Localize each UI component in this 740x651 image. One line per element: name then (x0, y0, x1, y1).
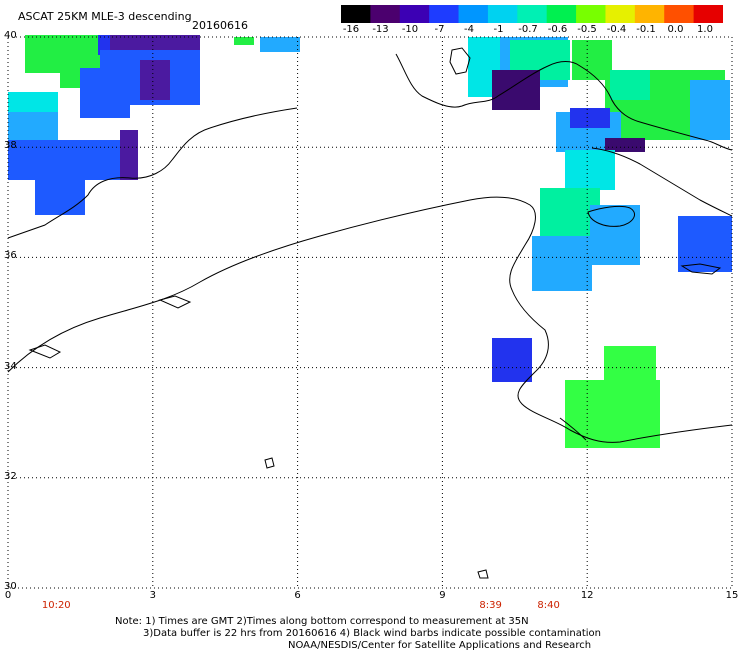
coastline-greece (591, 147, 733, 217)
lat-lon-grid (7, 36, 733, 589)
wind-cell (570, 108, 610, 128)
coastline-libya (559, 417, 587, 441)
island-d (477, 569, 489, 579)
coastline-sardinia (449, 47, 471, 75)
latitude-label: 32 (4, 470, 17, 482)
wind-cell (234, 37, 254, 45)
colorbar-tick-label: -16 (342, 24, 360, 35)
colorbar-segment (693, 5, 723, 23)
colorbar-tick-label: -10 (401, 24, 419, 35)
coastlines (7, 47, 733, 579)
colorbar-tick-label: -0.6 (547, 24, 568, 35)
wind-cell (120, 130, 138, 180)
longitude-label: 0 (4, 590, 12, 601)
island-a (158, 295, 192, 309)
coastline-sicily (587, 205, 635, 227)
colorbar-segment (546, 5, 577, 23)
colorbar-tick-label: -0.1 (636, 24, 656, 35)
coastline-africa-north (7, 196, 733, 443)
wind-cell (35, 170, 85, 215)
wind-cell (604, 346, 656, 386)
island-b (28, 344, 62, 359)
wind-cell (590, 205, 640, 265)
wind-cell (605, 138, 645, 152)
longitude-label: 9 (439, 590, 446, 601)
wind-cell (260, 37, 300, 52)
latitude-label: 30 (4, 581, 17, 592)
time-label: 10:20 (41, 600, 71, 611)
note-line-2: 3)Data buffer is 22 hrs from 20160616 4)… (143, 628, 601, 639)
map-date: 20160616 (192, 19, 248, 32)
colorbar-segment (664, 5, 695, 23)
wind-cell (610, 70, 650, 100)
colorbar-segment (429, 5, 460, 23)
longitude-label: 6 (294, 590, 301, 601)
colorbar-tick-label: -7 (434, 24, 445, 35)
time-label: 8:39 (479, 600, 502, 611)
latitude-label: 36 (4, 250, 17, 262)
colorbar-segment (605, 5, 636, 23)
note-line-1: Note: 1) Times are GMT 2)Times along bot… (115, 616, 529, 627)
colorbar-tick-label: -0.5 (577, 24, 597, 35)
wind-cell (25, 35, 100, 73)
wind-cell (8, 92, 58, 112)
wind-cell (110, 35, 200, 53)
wind-cell (678, 216, 732, 272)
colorbar-segment (341, 5, 371, 23)
wind-cell (690, 80, 730, 140)
latitude-label: 40 (4, 30, 17, 41)
wind-cell (532, 236, 592, 291)
latitude-label: 38 (4, 140, 17, 152)
colorbar-segment (399, 5, 430, 23)
wind-cell (492, 338, 532, 382)
colorbar-tick-label: -4 (464, 24, 474, 35)
longitude-label: 12 (580, 590, 594, 601)
wind-cell (8, 112, 58, 142)
colorbar-segment (634, 5, 665, 23)
coastline-italy (395, 53, 733, 151)
longitude-label: 3 (149, 590, 156, 601)
wind-cell (492, 70, 540, 110)
coastline-europe-north (7, 107, 298, 239)
colorbar (341, 5, 723, 23)
colorbar-tick-label: 1.0 (697, 24, 713, 35)
time-label: 8:40 (537, 600, 560, 611)
colorbar-tick-label: -0.4 (606, 24, 627, 35)
colorbar-tick-label: -0.7 (518, 24, 538, 35)
coastline-crete (680, 263, 722, 275)
latitude-label: 34 (4, 360, 17, 372)
note-line-3: NOAA/NESDIS/Center for Satellite Applica… (288, 640, 592, 651)
colorbar-segment (487, 5, 518, 23)
colorbar-segment (370, 5, 401, 23)
colorbar-segment (517, 5, 548, 23)
wind-cell (80, 68, 130, 118)
island-c (264, 457, 275, 469)
colorbar-tick-label: 0.0 (667, 24, 684, 35)
colorbar-tick-label: -13 (372, 24, 389, 35)
colorbar-segment (576, 5, 606, 23)
wind-cell (140, 60, 170, 100)
wind-cell (565, 150, 615, 190)
wind-data-cells (8, 35, 732, 448)
colorbar-tick-label: -1 (493, 24, 504, 35)
colorbar-segment (458, 5, 489, 23)
longitude-label: 15 (725, 590, 739, 601)
wind-cell (565, 380, 660, 448)
map-title: ASCAT 25KM MLE-3 descending (18, 10, 192, 23)
map-border (7, 36, 733, 589)
